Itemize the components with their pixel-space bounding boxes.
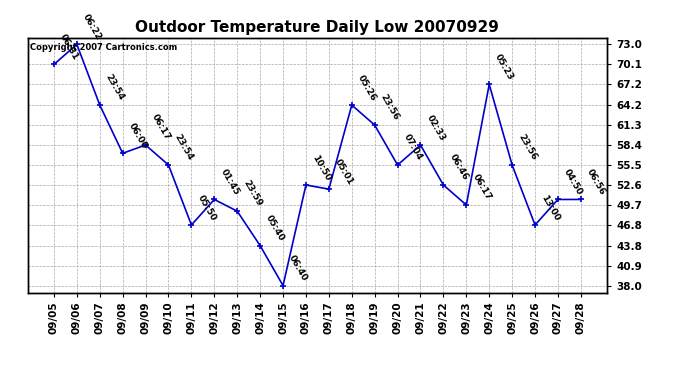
- Text: 06:31: 06:31: [58, 32, 80, 62]
- Text: 23:56: 23:56: [516, 133, 538, 162]
- Text: 06:56: 06:56: [585, 168, 607, 196]
- Text: 06:46: 06:46: [448, 153, 470, 182]
- Text: 23:54: 23:54: [104, 73, 126, 102]
- Text: 01:45: 01:45: [219, 167, 241, 196]
- Text: 05:23: 05:23: [493, 53, 515, 82]
- Text: 23:59: 23:59: [241, 179, 264, 209]
- Text: 06:40: 06:40: [287, 254, 309, 283]
- Text: 06:22: 06:22: [81, 12, 103, 42]
- Text: 07:04: 07:04: [402, 133, 424, 162]
- Text: 05:26: 05:26: [356, 73, 378, 102]
- Text: 05:50: 05:50: [195, 193, 217, 222]
- Text: 05:01: 05:01: [333, 157, 355, 186]
- Title: Outdoor Temperature Daily Low 20070929: Outdoor Temperature Daily Low 20070929: [135, 20, 500, 35]
- Text: 02:33: 02:33: [424, 113, 446, 142]
- Text: 13:00: 13:00: [539, 193, 561, 222]
- Text: 04:50: 04:50: [562, 168, 584, 196]
- Text: 06:17: 06:17: [471, 173, 493, 202]
- Text: 06:00: 06:00: [127, 122, 149, 150]
- Text: 06:17: 06:17: [150, 113, 172, 142]
- Text: Copyright 2007 Cartronics.com: Copyright 2007 Cartronics.com: [30, 43, 178, 52]
- Text: 23:54: 23:54: [172, 133, 195, 162]
- Text: 23:56: 23:56: [379, 93, 401, 122]
- Text: 05:40: 05:40: [264, 214, 286, 243]
- Text: 10:50: 10:50: [310, 153, 332, 182]
